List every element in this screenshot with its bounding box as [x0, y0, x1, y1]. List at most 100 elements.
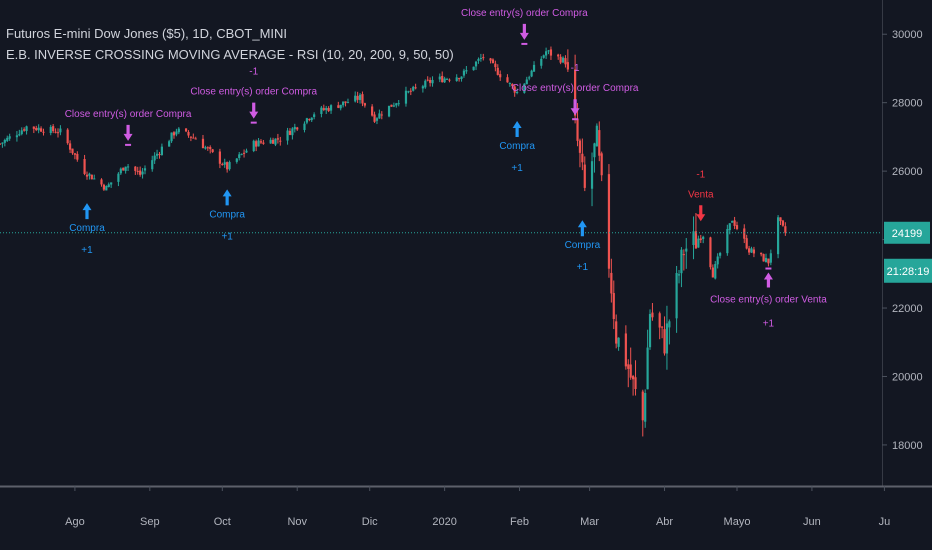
signal-label: Compra — [565, 240, 601, 251]
candle-body — [59, 128, 62, 133]
candle-body — [561, 57, 565, 63]
candle-body — [242, 152, 246, 154]
candle-body — [240, 153, 243, 155]
candle-body — [632, 376, 635, 380]
candle-body — [296, 127, 299, 130]
candle-body — [293, 126, 296, 130]
signal-label: Compra — [499, 141, 535, 152]
candle-body — [665, 323, 669, 354]
candle-body — [781, 220, 785, 226]
signal-label: Close entry(s) order Compra — [190, 87, 317, 98]
candle-body — [714, 264, 717, 279]
signal-bar — [521, 42, 528, 45]
time-tick-label: Ju — [879, 516, 891, 528]
candle-body — [392, 105, 395, 107]
candle-body — [462, 70, 466, 76]
candle-body — [699, 238, 702, 241]
time-tick-label: Jun — [803, 516, 821, 528]
candle-body — [76, 153, 79, 160]
candle-body — [221, 164, 224, 166]
candle-body — [257, 140, 260, 147]
candle-body — [209, 147, 212, 150]
candle-body — [438, 76, 441, 80]
candle-body — [279, 140, 282, 142]
candle-body — [204, 147, 207, 149]
signal-qty: -1 — [249, 67, 258, 78]
time-tick-label: Sep — [140, 516, 160, 528]
last-price-label: 24199 — [892, 228, 923, 240]
candle-body — [141, 171, 144, 175]
signal-qty: -1 — [696, 169, 705, 180]
candle-body — [189, 136, 192, 138]
candle-body — [424, 80, 427, 88]
candle-body — [390, 104, 393, 107]
candle-body — [354, 95, 357, 102]
candle-body — [460, 76, 463, 79]
candle-body — [151, 160, 154, 170]
close-arrow-icon — [519, 23, 529, 40]
candle-body — [83, 158, 86, 174]
candle-body — [472, 66, 475, 71]
last-price-badge — [884, 221, 930, 244]
candle-body — [641, 391, 644, 421]
candle-body — [327, 108, 330, 112]
candle-body — [32, 126, 35, 129]
candle-body — [525, 79, 528, 85]
candle-body — [344, 101, 347, 103]
time-tick-label: Abr — [656, 516, 673, 528]
candle-body — [508, 82, 511, 84]
candle-body — [644, 392, 647, 422]
candle-body — [184, 128, 188, 132]
candle-body — [677, 274, 681, 276]
buy-arrow-icon — [222, 189, 232, 206]
time-axis-background — [0, 486, 932, 550]
candle-body — [322, 108, 325, 110]
candle-body — [617, 337, 620, 347]
candle-body — [1, 142, 4, 144]
close-arrow-icon — [123, 124, 133, 141]
candle-body — [88, 173, 91, 176]
candle-body — [259, 141, 263, 143]
signal-bar — [125, 143, 132, 146]
candle-body — [612, 293, 615, 320]
candle-body — [576, 118, 579, 141]
signal-qty: +1 — [221, 231, 233, 242]
candle-body — [93, 178, 96, 180]
candle-body — [252, 140, 255, 152]
candle-body — [329, 105, 333, 111]
candle-body — [610, 272, 613, 294]
candle-body — [49, 126, 52, 134]
candle-body — [373, 114, 376, 122]
candle-body — [52, 126, 55, 132]
candle-body — [598, 130, 601, 156]
candle-body — [172, 132, 176, 136]
candle-body — [559, 56, 562, 63]
candle-body — [18, 134, 21, 136]
candle-body — [288, 130, 292, 135]
candle-body — [395, 103, 398, 106]
candle-body — [694, 231, 698, 249]
candle-body — [663, 329, 666, 354]
candle-body — [506, 77, 509, 83]
candle-body — [776, 217, 780, 255]
candle-body — [745, 238, 748, 249]
candle-body — [499, 74, 502, 78]
candle-body — [404, 90, 408, 104]
candle-body — [168, 141, 171, 147]
candle-body — [728, 223, 731, 231]
candle-body — [595, 125, 598, 147]
candle-body — [443, 78, 446, 83]
candle-body — [600, 153, 603, 176]
candle-body — [6, 137, 9, 141]
candle-body — [564, 58, 567, 65]
signal-label: Compra — [69, 223, 105, 234]
candle-body — [409, 90, 412, 92]
candle-body — [716, 256, 719, 265]
candle-body — [291, 128, 294, 136]
candle-body — [731, 220, 734, 223]
price-tick-label: 28000 — [892, 98, 923, 110]
candle-body — [105, 186, 108, 191]
candle-body — [356, 95, 359, 100]
